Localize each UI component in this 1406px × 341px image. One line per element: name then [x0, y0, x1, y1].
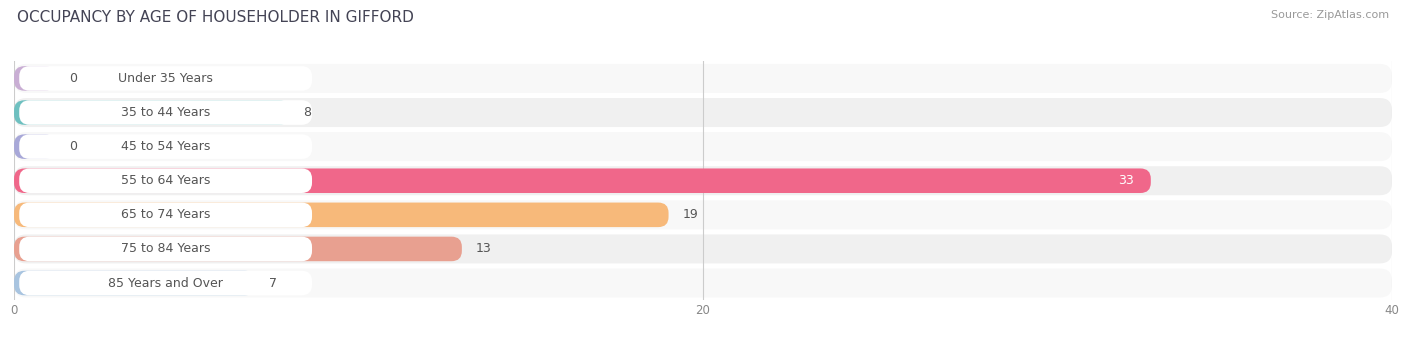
- FancyBboxPatch shape: [14, 271, 256, 295]
- FancyBboxPatch shape: [14, 203, 669, 227]
- FancyBboxPatch shape: [14, 64, 1392, 93]
- FancyBboxPatch shape: [14, 98, 1392, 127]
- Text: 85 Years and Over: 85 Years and Over: [108, 277, 224, 290]
- Text: OCCUPANCY BY AGE OF HOUSEHOLDER IN GIFFORD: OCCUPANCY BY AGE OF HOUSEHOLDER IN GIFFO…: [17, 10, 413, 25]
- FancyBboxPatch shape: [14, 269, 1392, 297]
- Text: Under 35 Years: Under 35 Years: [118, 72, 214, 85]
- Text: 75 to 84 Years: 75 to 84 Years: [121, 242, 211, 255]
- FancyBboxPatch shape: [20, 237, 312, 261]
- Text: Source: ZipAtlas.com: Source: ZipAtlas.com: [1271, 10, 1389, 20]
- FancyBboxPatch shape: [14, 100, 290, 125]
- Text: 13: 13: [475, 242, 492, 255]
- FancyBboxPatch shape: [14, 66, 55, 91]
- Text: 0: 0: [69, 140, 77, 153]
- Text: 35 to 44 Years: 35 to 44 Years: [121, 106, 211, 119]
- FancyBboxPatch shape: [20, 100, 312, 125]
- FancyBboxPatch shape: [14, 235, 1392, 264]
- FancyBboxPatch shape: [14, 168, 1152, 193]
- FancyBboxPatch shape: [14, 132, 1392, 161]
- FancyBboxPatch shape: [14, 237, 463, 261]
- FancyBboxPatch shape: [14, 201, 1392, 229]
- FancyBboxPatch shape: [20, 66, 312, 91]
- Text: 55 to 64 Years: 55 to 64 Years: [121, 174, 211, 187]
- Text: 0: 0: [69, 72, 77, 85]
- Text: 65 to 74 Years: 65 to 74 Years: [121, 208, 211, 221]
- Text: 33: 33: [1118, 174, 1133, 187]
- Text: 8: 8: [304, 106, 311, 119]
- Text: 45 to 54 Years: 45 to 54 Years: [121, 140, 211, 153]
- Text: 7: 7: [269, 277, 277, 290]
- FancyBboxPatch shape: [20, 271, 312, 295]
- FancyBboxPatch shape: [20, 203, 312, 227]
- Text: 19: 19: [682, 208, 699, 221]
- FancyBboxPatch shape: [20, 168, 312, 193]
- FancyBboxPatch shape: [20, 134, 312, 159]
- FancyBboxPatch shape: [14, 166, 1392, 195]
- FancyBboxPatch shape: [14, 134, 55, 159]
